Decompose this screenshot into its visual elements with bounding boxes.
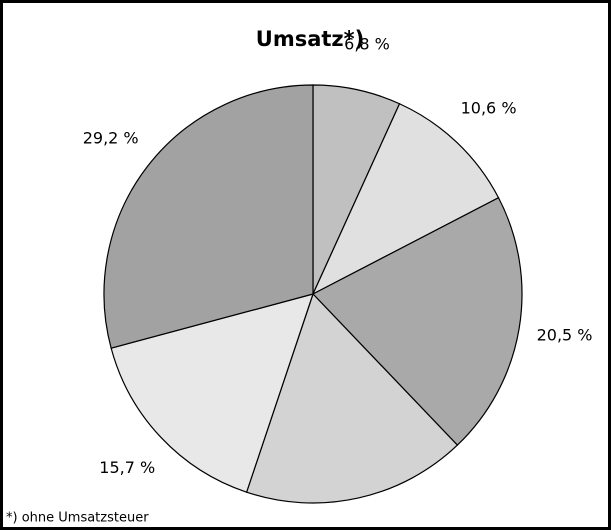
slice-label: 10,6 %	[461, 99, 517, 118]
chart-title: Umsatz*)	[256, 27, 364, 51]
pie-slice	[312, 196, 523, 446]
slice-label: 15,7 %	[99, 458, 155, 477]
pie-slice	[245, 292, 459, 504]
pie-slice	[103, 84, 314, 349]
slice-label: 6,8 %	[344, 34, 390, 53]
footnote: *) ohne Umsatzsteuer	[6, 511, 149, 526]
pie-slice	[311, 102, 500, 296]
slice-label: 29,2 %	[83, 128, 139, 147]
slice-label: 20,5 %	[537, 325, 593, 344]
pie-slice	[110, 293, 314, 493]
